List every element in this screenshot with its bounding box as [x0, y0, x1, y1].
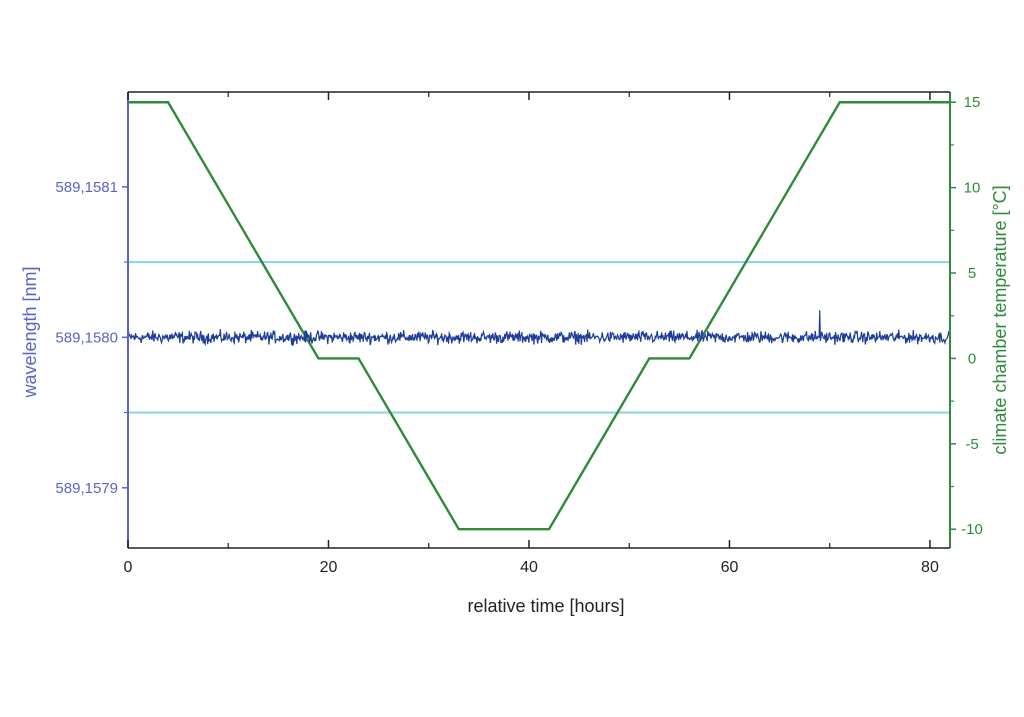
ticks-layer: 0 20 40 60 80 589,1579 589,1580 589,1581 -10 -5 0 5… [55, 92, 983, 576]
y-left-tick-label-2: 589,1581 [55, 179, 118, 196]
wavelength-series [127, 310, 951, 347]
x-tick-label-1: 20 [320, 559, 338, 576]
y-right-tick-label-3: 5 [968, 265, 976, 282]
y-right-tick-label-0: -10 [961, 521, 983, 538]
temperature-series [128, 101, 950, 531]
axes-layer [127, 91, 951, 549]
x-tick-label-3: 60 [721, 559, 739, 576]
x-axis-title: relative time [hours] [467, 596, 624, 616]
x-tick-label-4: 80 [921, 559, 939, 576]
right-axis-title: climate chamber temperature [°C] [990, 185, 1010, 454]
y-right-tick-label-5: 15 [964, 94, 981, 111]
x-tick-label-0: 0 [124, 559, 133, 576]
left-axis-title: wavelength [nm] [20, 266, 40, 398]
y-left-tick-label-1: 589,1580 [55, 329, 118, 346]
y-right-tick-label-1: -5 [965, 436, 978, 453]
y-left-tick-label-0: 589,1579 [55, 480, 118, 497]
reference-lines [128, 260, 950, 414]
y-right-tick-label-4: 10 [964, 180, 981, 197]
series-layer [127, 101, 951, 531]
y-right-tick-label-2: 0 [968, 350, 976, 367]
x-tick-label-2: 40 [520, 559, 538, 576]
